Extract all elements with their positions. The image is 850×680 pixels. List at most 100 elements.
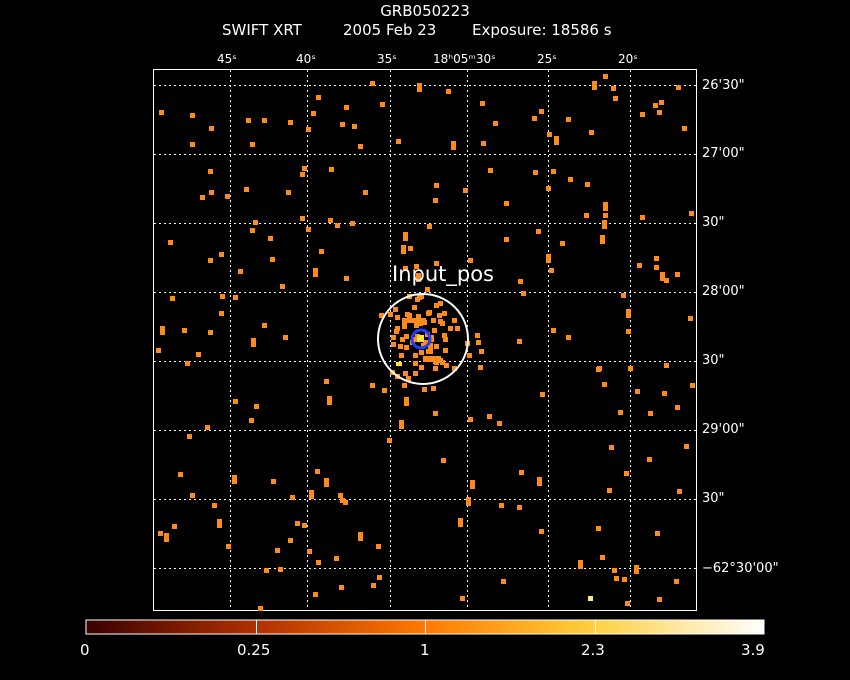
photon-count bbox=[602, 382, 607, 387]
photon-count bbox=[481, 141, 486, 146]
photon-count bbox=[262, 118, 267, 123]
photon-count bbox=[433, 366, 438, 371]
photon-count bbox=[536, 229, 541, 234]
bright-pixel bbox=[396, 362, 402, 366]
photon-count bbox=[600, 555, 605, 560]
photon-count bbox=[380, 102, 385, 107]
photon-count bbox=[288, 538, 293, 543]
photon-count bbox=[419, 294, 424, 299]
photon-count bbox=[443, 348, 448, 353]
photon-count bbox=[637, 263, 642, 268]
photon-count bbox=[488, 168, 493, 173]
photon-count bbox=[479, 349, 484, 354]
photon-count bbox=[219, 311, 224, 316]
photon-count bbox=[493, 121, 498, 126]
photon-count bbox=[394, 329, 399, 334]
ra-tick-label: 18ʰ05ᵐ30ˢ bbox=[433, 52, 496, 66]
ra-tick-label: 25ˢ bbox=[537, 52, 557, 66]
photon-count bbox=[659, 100, 664, 105]
photon-count bbox=[401, 245, 406, 254]
photon-count bbox=[185, 361, 190, 366]
photon-count bbox=[379, 313, 384, 318]
photon-count bbox=[518, 279, 523, 284]
photon-count bbox=[329, 167, 334, 172]
photon-count bbox=[264, 568, 269, 573]
photon-count bbox=[635, 389, 640, 394]
photon-count bbox=[403, 371, 408, 376]
bright-pixel bbox=[417, 335, 424, 342]
photon-count bbox=[628, 366, 633, 371]
photon-count bbox=[233, 295, 238, 300]
photon-count bbox=[398, 344, 403, 349]
photon-count bbox=[376, 544, 381, 549]
photon-count bbox=[404, 345, 409, 350]
photon-count bbox=[416, 273, 421, 282]
photon-count bbox=[306, 227, 311, 232]
photon-count bbox=[613, 96, 618, 101]
colorbar-tick-label: 0 bbox=[80, 641, 90, 659]
photon-count bbox=[468, 258, 473, 263]
photon-count bbox=[352, 124, 357, 129]
photon-count bbox=[286, 190, 291, 195]
photon-count bbox=[677, 489, 682, 494]
photon-count bbox=[405, 312, 410, 317]
photon-count bbox=[517, 505, 522, 510]
photon-count bbox=[313, 268, 318, 277]
photon-count bbox=[504, 201, 509, 206]
photon-count bbox=[302, 523, 307, 528]
photon-count bbox=[428, 349, 433, 354]
photon-count bbox=[225, 194, 230, 199]
photon-count bbox=[444, 363, 449, 368]
photon-count bbox=[427, 224, 432, 229]
photon-count bbox=[246, 118, 251, 123]
photon-count bbox=[413, 371, 418, 376]
photon-count bbox=[478, 365, 483, 370]
photon-count bbox=[402, 324, 407, 329]
photon-count bbox=[407, 313, 412, 322]
photon-count bbox=[278, 567, 283, 572]
photon-count bbox=[554, 136, 559, 145]
photon-count bbox=[602, 220, 607, 229]
photon-count bbox=[220, 294, 225, 299]
photon-count bbox=[190, 493, 195, 498]
photon-count bbox=[370, 383, 375, 388]
photon-count bbox=[413, 361, 418, 366]
photon-count bbox=[250, 228, 255, 233]
photon-count bbox=[306, 127, 311, 132]
photon-count bbox=[421, 343, 426, 348]
photon-count bbox=[442, 311, 447, 316]
photon-count bbox=[328, 218, 333, 223]
photon-count bbox=[433, 411, 438, 416]
photon-count bbox=[596, 367, 601, 372]
photon-count bbox=[653, 103, 658, 108]
photon-count bbox=[413, 353, 418, 358]
photon-count bbox=[387, 438, 392, 443]
photon-count bbox=[327, 396, 332, 405]
photon-count bbox=[254, 404, 259, 409]
photon-count bbox=[480, 101, 485, 106]
photon-count bbox=[517, 339, 522, 344]
photon-count bbox=[324, 478, 329, 487]
photon-count bbox=[504, 237, 509, 242]
photon-count bbox=[340, 122, 345, 127]
photon-count bbox=[466, 497, 471, 506]
photon-count bbox=[160, 326, 165, 335]
instrument-label: SWIFT XRT bbox=[222, 21, 302, 39]
photon-count bbox=[603, 202, 608, 211]
colorbar-tick-label: 1 bbox=[420, 641, 430, 659]
photon-count bbox=[307, 549, 312, 554]
photon-count bbox=[358, 144, 363, 149]
photon-count bbox=[249, 418, 254, 423]
photon-count bbox=[300, 216, 305, 221]
photon-count bbox=[391, 342, 396, 347]
photon-count bbox=[412, 337, 417, 342]
photon-count bbox=[476, 340, 481, 345]
photon-count bbox=[208, 169, 213, 174]
photon-count bbox=[560, 241, 565, 246]
photon-count bbox=[664, 278, 669, 283]
photon-count bbox=[182, 328, 187, 333]
photon-count bbox=[612, 568, 617, 573]
photon-count bbox=[404, 334, 409, 339]
photon-count bbox=[258, 606, 263, 611]
